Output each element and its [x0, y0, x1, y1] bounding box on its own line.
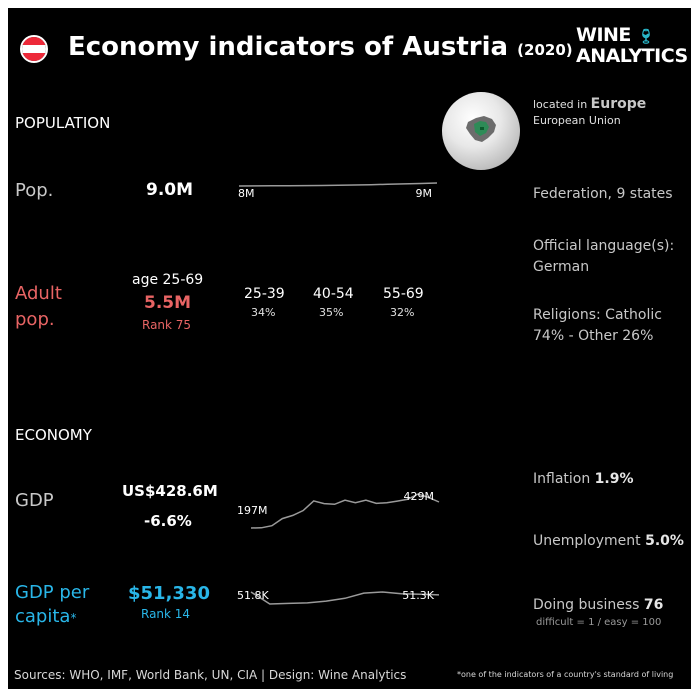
page-title: Economy indicators of Austria (2020) — [68, 32, 573, 62]
gdp-sparkline: 197M 429M — [237, 490, 440, 529]
globe-icon — [442, 92, 520, 170]
religions-line1: Religions: Catholic — [533, 307, 662, 323]
gdp-per-capita-value: $51,330 — [128, 583, 210, 604]
flag-band-middle — [22, 45, 46, 53]
doing-business-value: 76 — [643, 597, 664, 613]
gdppc-end-label: 51.3K — [402, 589, 434, 602]
union: European Union — [533, 114, 621, 127]
gdp-per-capita-label: GDP per capita* — [15, 581, 89, 630]
age-group-2-pct: 35% — [319, 306, 344, 319]
gdp-change: -6.6% — [144, 512, 192, 530]
age-group-3-range: 55-69 — [383, 286, 424, 302]
pop-sparkline-line — [238, 182, 438, 187]
doing-business-label: Doing business — [533, 597, 640, 613]
wine-analytics-logo: WINE 🍷︎ ANALYTICS — [576, 26, 688, 66]
located-in: located in Europe — [533, 96, 646, 112]
language-label: Official language(s): — [533, 238, 675, 254]
flag-band-bottom — [22, 53, 46, 61]
inflation: Inflation 1.9% — [533, 469, 634, 490]
dashboard: Economy indicators of Austria (2020) WIN… — [8, 8, 691, 689]
inflation-value: 1.9% — [594, 471, 634, 487]
gdp-sparkline-line — [250, 493, 440, 529]
pop-end-label: 9M — [416, 187, 433, 200]
austria-flag-icon — [20, 35, 48, 63]
official-languages: Official language(s): German — [533, 236, 674, 278]
located-prefix: located in — [533, 98, 588, 111]
adult-age-range: age 25-69 — [132, 272, 204, 288]
pop-value: 9.0M — [146, 180, 194, 200]
pop-start-label: 8M — [238, 187, 255, 200]
logo-line2: ANALYTICS — [576, 45, 688, 67]
sources-credit: Sources: WHO, IMF, World Bank, UN, CIA |… — [14, 668, 407, 682]
title-main: Economy indicators of Austria — [68, 32, 509, 62]
pop-label: Pop. — [15, 180, 54, 201]
adult-label-line2: pop. — [15, 309, 55, 330]
language-value: German — [533, 259, 590, 275]
age-group-3-pct: 32% — [390, 306, 415, 319]
gdppc-asterisk: * — [70, 611, 77, 625]
doing-business-note: difficult = 1 / easy = 100 — [536, 617, 662, 628]
gdppc-sparkline-line — [250, 591, 440, 605]
unemployment-label: Unemployment — [533, 533, 641, 549]
gdp-label: GDP — [15, 490, 54, 511]
unemployment-value: 5.0% — [645, 533, 684, 549]
adult-pop-value: 5.5M — [144, 293, 192, 313]
gdppc-start-label: 51.8K — [237, 589, 269, 602]
pop-sparkline: 8M 9M — [238, 182, 438, 200]
section-economy: ECONOMY — [15, 426, 92, 444]
title-year: (2020) — [517, 41, 573, 59]
wine-glass-icon: 🍷︎ — [637, 29, 655, 45]
gdp-per-capita-sparkline: 51.8K 51.3K — [237, 589, 440, 605]
age-group-1-pct: 34% — [251, 306, 276, 319]
footnote: *one of the indicators of a country's st… — [457, 670, 674, 679]
adult-pop-rank: Rank 75 — [142, 318, 192, 332]
flag-band-top — [22, 37, 46, 45]
gdppc-label-line1: GDP per — [15, 582, 90, 603]
gdp-per-capita-rank: Rank 14 — [141, 607, 191, 621]
adult-pop-label: Adult pop. — [15, 281, 62, 333]
gdppc-label-line2: capita — [15, 606, 71, 627]
inflation-label: Inflation — [533, 471, 591, 487]
doing-business: Doing business 76 — [533, 595, 663, 616]
continent: Europe — [590, 96, 647, 112]
adult-label-line1: Adult — [15, 283, 62, 304]
religions-line2: 74% - Other 26% — [533, 328, 654, 344]
section-population: POPULATION — [15, 114, 111, 132]
gdp-start-label: 197M — [237, 504, 268, 517]
gdp-value: US$428.6M — [122, 482, 218, 500]
europe-map-icon — [466, 116, 496, 142]
unemployment: Unemployment 5.0% — [533, 531, 684, 552]
logo-line1: WINE — [576, 24, 631, 46]
religions: Religions: Catholic 74% - Other 26% — [533, 305, 662, 347]
age-group-1-range: 25-39 — [244, 286, 285, 302]
government-type: Federation, 9 states — [533, 186, 673, 202]
gdp-end-label: 429M — [404, 490, 435, 503]
age-group-2-range: 40-54 — [313, 286, 354, 302]
